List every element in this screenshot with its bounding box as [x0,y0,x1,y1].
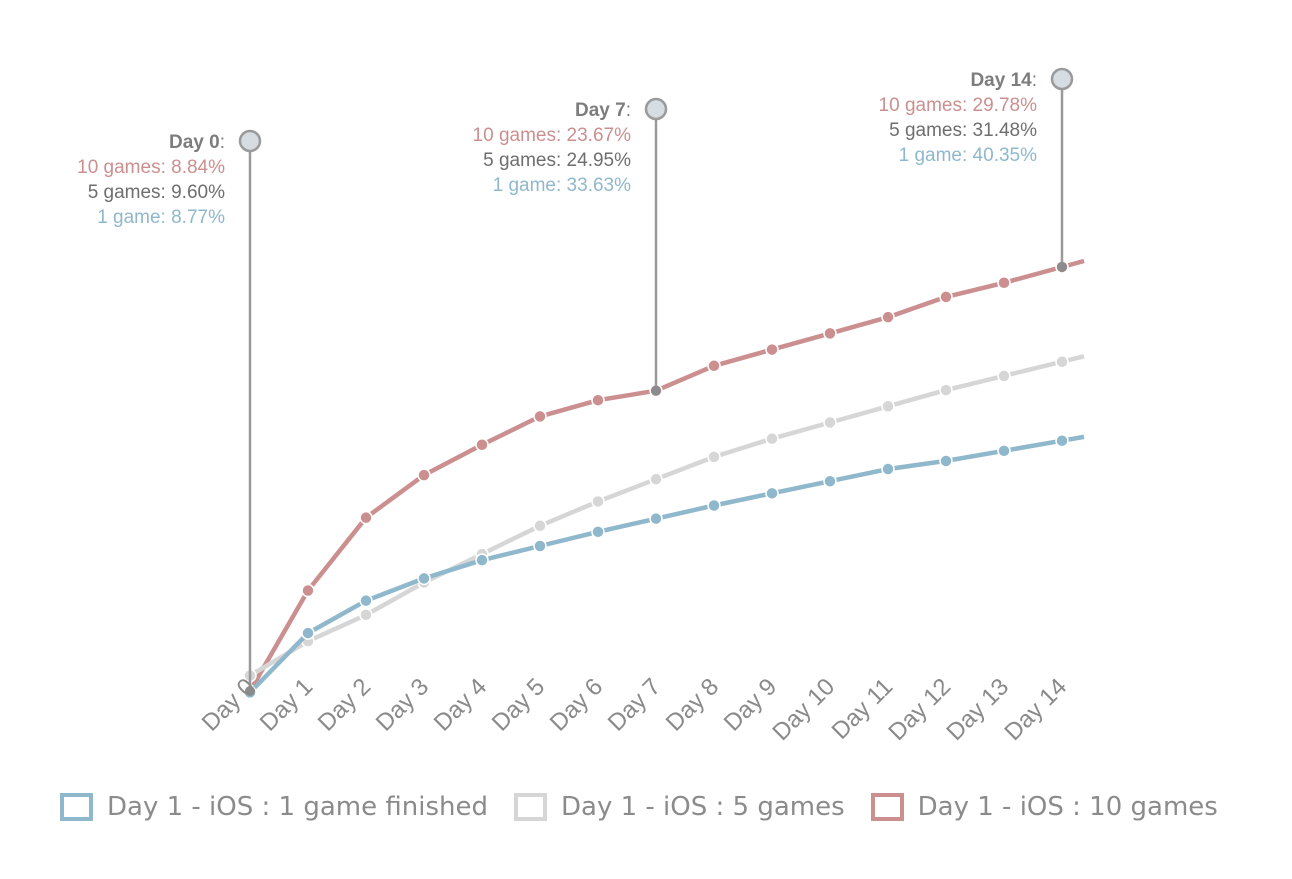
x-tick-day-12: Day 12 [883,673,956,746]
point-day-1-ios-5-games-day-12[interactable] [939,383,953,397]
chart-legend: Day 1 - iOS : 1 game finished Day 1 - iO… [60,792,1244,822]
x-tick-day-5: Day 5 [487,673,550,736]
series-day-1-ios-10-games [243,258,1085,698]
point-day-1-ios-1-game-finished-day-9[interactable] [765,486,779,501]
legend-swatch-1-game [60,793,93,821]
point-day-1-ios-1-game-finished-day-10[interactable] [823,474,837,488]
annotation-knob[interactable] [644,97,668,121]
point-day-1-ios-1-game-finished-day-8[interactable] [707,498,721,513]
point-day-1-ios-10-games-day-5[interactable] [533,409,547,424]
annotation-knob[interactable] [238,129,262,153]
annotation-line: 1 game: 33.63% [493,175,631,196]
point-day-1-ios-5-games-day-10[interactable] [823,415,837,430]
x-tick-day-7: Day 7 [603,673,666,736]
annotation-line: 5 games: 24.95% [483,150,631,171]
point-day-1-ios-10-games-day-9[interactable] [765,342,779,357]
point-day-1-ios-1-game-finished-day-12[interactable] [939,454,953,468]
point-day-1-ios-1-game-finished-day-6[interactable] [591,525,605,539]
annotation-anchor-dot [1057,261,1067,272]
x-tick-day-10: Day 10 [767,673,840,746]
point-day-1-ios-1-game-finished-day-11[interactable] [881,462,895,476]
point-day-1-ios-5-games-day-8[interactable] [707,450,721,464]
annotation-title: Day 7: [575,100,631,121]
point-day-1-ios-5-games-day-5[interactable] [533,519,547,533]
annotation-anchor-dot [245,685,255,696]
x-tick-day-14: Day 14 [999,673,1072,746]
x-tick-day-13: Day 13 [941,673,1014,746]
point-day-1-ios-5-games-day-2[interactable] [359,608,373,622]
point-day-1-ios-5-games-day-6[interactable] [591,494,605,509]
point-day-1-ios-1-game-finished-day-7[interactable] [649,511,663,526]
point-day-1-ios-1-game-finished-day-3[interactable] [417,571,431,586]
point-day-1-ios-10-games-day-12[interactable] [939,290,953,304]
point-day-1-ios-10-games-day-6[interactable] [591,393,605,407]
point-day-1-ios-10-games-day-1[interactable] [301,583,315,598]
x-tick-day-3: Day 3 [371,673,434,736]
point-day-1-ios-10-games-day-11[interactable] [881,310,895,324]
annotation-line: 1 game: 8.77% [97,207,225,228]
x-tick-day-2: Day 2 [313,673,376,736]
legend-item-5-games[interactable]: Day 1 - iOS : 5 games [513,792,845,822]
point-day-1-ios-1-game-finished-day-2[interactable] [359,593,373,608]
annotation-day-14: Day 14: 10 games: 29.78% 5 games: 31.48% 1 … [879,67,1074,272]
point-day-1-ios-10-games-day-2[interactable] [359,510,373,525]
annotation-layer: Day 0: 10 games: 8.84% 5 games: 9.60% 1 gam… [77,67,1074,696]
series-line-day-1-ios-5-games [248,354,1085,678]
x-tick-day-1: Day 1 [255,673,318,736]
legend-label-1-game: Day 1 - iOS : 1 game finished [107,792,488,822]
point-day-1-ios-1-game-finished-day-4[interactable] [475,553,489,567]
annotation-knob[interactable] [1050,67,1074,91]
annotation-line: 1 game: 40.35% [899,145,1037,166]
annotation-day-0: Day 0: 10 games: 8.84% 5 games: 9.60% 1 gam… [77,129,262,696]
annotation-title: Day 0: [169,132,225,153]
series-line-day-1-ios-1-game-finished [248,434,1085,694]
point-day-1-ios-1-game-finished-day-14[interactable] [1055,433,1069,448]
annotation-anchor-dot [651,385,661,396]
annotation-day-7: Day 7: 10 games: 23.67% 5 games: 24.95% 1 g… [473,97,668,396]
point-day-1-ios-5-games-day-7[interactable] [649,472,663,486]
annotation-line: 5 games: 31.48% [889,120,1037,141]
annotation-line: 10 games: 8.84% [77,157,225,178]
point-day-1-ios-5-games-day-11[interactable] [881,399,895,414]
point-day-1-ios-10-games-day-3[interactable] [417,468,431,482]
x-tick-day-6: Day 6 [545,673,608,736]
annotation-line: 10 games: 23.67% [473,125,632,146]
x-tick-day-4: Day 4 [429,673,492,736]
legend-swatch-5-games [513,793,547,821]
point-day-1-ios-5-games-day-14[interactable] [1055,354,1069,369]
legend-item-1-game[interactable]: Day 1 - iOS : 1 game finished [60,792,488,822]
annotation-title: Day 14: [970,70,1037,91]
annotation-line: 5 games: 9.60% [88,182,225,203]
legend-label-5-games: Day 1 - iOS : 5 games [560,792,845,822]
legend-swatch-10-games [870,793,904,821]
point-day-1-ios-10-games-day-4[interactable] [475,438,489,452]
point-day-1-ios-5-games-day-13[interactable] [997,369,1011,383]
legend-item-10-games[interactable]: Day 1 - iOS : 10 games [870,792,1218,822]
point-day-1-ios-1-game-finished-day-5[interactable] [533,539,547,553]
legend-label-10-games: Day 1 - iOS : 10 games [917,792,1218,822]
point-day-1-ios-1-game-finished-day-1[interactable] [301,626,315,640]
point-day-1-ios-10-games-day-8[interactable] [707,359,721,373]
x-tick-day-8: Day 8 [661,673,724,736]
point-day-1-ios-10-games-day-13[interactable] [997,276,1011,290]
series-day-1-ios-1-game-finished [243,433,1085,700]
x-tick-day-11: Day 11 [827,673,899,745]
series-layer [243,258,1085,700]
point-day-1-ios-1-game-finished-day-13[interactable] [997,444,1011,458]
series-line-day-1-ios-10-games [248,258,1085,693]
point-day-1-ios-10-games-day-10[interactable] [823,326,837,341]
point-day-1-ios-5-games-day-9[interactable] [765,431,779,446]
annotation-line: 10 games: 29.78% [879,95,1038,116]
